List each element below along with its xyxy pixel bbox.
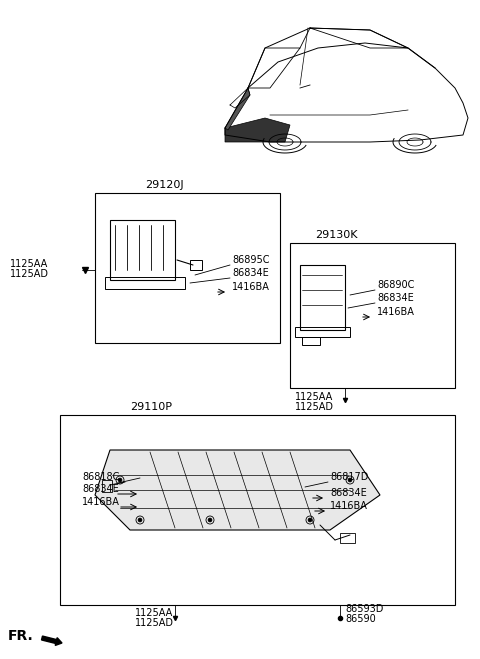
Text: 86834E: 86834E [330,488,367,498]
Circle shape [138,518,142,522]
Circle shape [118,478,122,482]
Text: 1125AA: 1125AA [10,259,48,269]
Text: 1416BA: 1416BA [232,282,270,292]
Bar [300,265,345,330]
Text: 1125AA: 1125AA [295,392,333,402]
Text: 86818C: 86818C [82,472,120,482]
Bar [102,480,112,492]
Text: 29110P: 29110P [130,402,172,412]
Bar [295,327,350,337]
Bar [95,193,280,343]
Text: 29130K: 29130K [315,230,358,240]
Text: 29120J: 29120J [145,180,184,190]
Text: 1125AD: 1125AD [10,269,49,279]
Circle shape [348,478,352,482]
Text: 1416BA: 1416BA [377,307,415,317]
Bar [302,337,320,345]
Bar [340,533,355,543]
Polygon shape [95,450,380,530]
Text: 86590: 86590 [345,614,376,624]
Text: 86890C: 86890C [377,280,414,290]
Text: 1416BA: 1416BA [330,501,368,511]
Text: 86834E: 86834E [82,484,119,494]
Bar [60,415,455,605]
Bar [190,260,202,270]
Text: 1125AD: 1125AD [135,618,174,628]
Text: 86895C: 86895C [232,255,269,265]
Text: 1125AD: 1125AD [295,402,334,412]
Text: 86817D: 86817D [330,472,368,482]
Text: 1416BA: 1416BA [82,497,120,507]
Polygon shape [225,88,250,130]
Circle shape [208,518,212,522]
Text: 86834E: 86834E [377,293,414,303]
Text: 1125AA: 1125AA [135,608,173,618]
Text: 86593D: 86593D [345,604,384,614]
Bar [105,277,185,289]
Polygon shape [225,118,290,142]
Bar [290,243,455,388]
Bar [110,220,175,280]
Circle shape [308,518,312,522]
FancyArrow shape [41,636,62,645]
Text: 86834E: 86834E [232,268,269,278]
Text: FR.: FR. [8,629,34,643]
